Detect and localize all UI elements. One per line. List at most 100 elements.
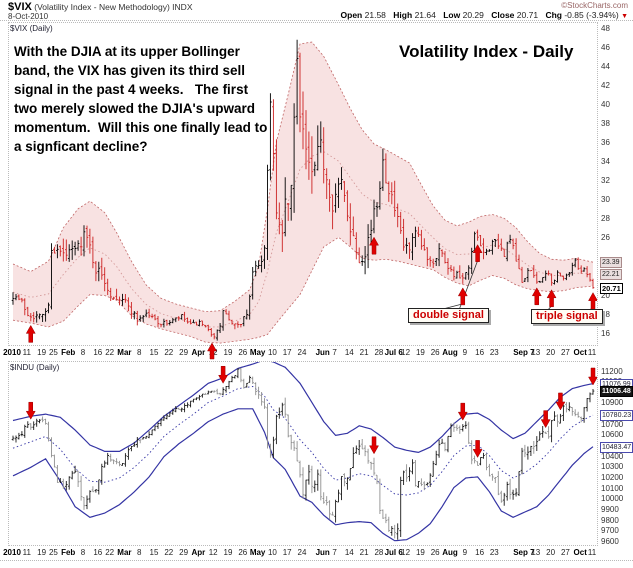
x-tick-label: 10 (267, 348, 277, 357)
indu-price-bars (11, 367, 595, 540)
y-tick-label: 10100 (601, 483, 624, 493)
x-tick-label: 25 (48, 348, 58, 357)
x-tick-label: 8 (80, 348, 86, 357)
x-tick-label: 21 (359, 548, 369, 557)
x-tick-label: Jun (315, 348, 330, 357)
x-tick-label: 22 (164, 348, 174, 357)
x-tick-label: 11 (587, 548, 597, 557)
double-signal-callout: double signal (408, 308, 489, 323)
signal-arrow-down (555, 392, 566, 411)
x-tick-label: 11 (22, 548, 31, 557)
x-tick-label: 17 (282, 548, 292, 557)
vix-chart-panel (8, 22, 598, 346)
open-label: Open (340, 10, 363, 20)
sell-signal-arrow (457, 287, 468, 306)
x-tick-label: 22 (105, 548, 115, 557)
indu-y-axis: 1120011100109001070010600104001030010200… (600, 362, 633, 546)
x-tick-label: 15 (149, 348, 159, 357)
signal-arrow-down (472, 440, 483, 458)
x-tick-label: 25 (48, 548, 58, 557)
x-tick-label: 2010 (3, 348, 21, 357)
x-tick-label: 16 (93, 548, 103, 557)
bollinger-upper-band (12, 41, 594, 313)
x-tick-label: 10 (267, 548, 277, 557)
y-tick-label: 38 (601, 119, 610, 128)
x-tick-label: 12 (208, 548, 218, 557)
indu-x-axis: 2010 11 19 25 Feb 8 16 22 Mar 8 15 22 29 Apr 12 19 26 May… (3, 547, 598, 560)
sell-signal-arrow (369, 236, 379, 255)
x-tick-label: 28 (374, 348, 384, 357)
close-value: 20.71 (516, 10, 539, 20)
price-tag: 23.39 (600, 257, 622, 269)
x-tick-label: 9 (462, 348, 468, 357)
y-tick-label: 10400 (601, 451, 624, 461)
x-tick-label: Aug (442, 348, 458, 357)
bollinger-band-area (13, 42, 593, 344)
sell-signal-arrow (531, 287, 542, 306)
x-tick-label: Apr (191, 548, 206, 557)
x-tick-label: 27 (560, 348, 570, 357)
x-tick-label: 22 (164, 548, 174, 557)
x-tick-label: 29 (179, 548, 189, 557)
high-label: High (393, 10, 413, 20)
low-label: Low (443, 10, 461, 20)
y-tick-label: 44 (601, 61, 610, 71)
y-tick-label: 40 (601, 100, 610, 109)
y-tick-label: 10000 (601, 494, 624, 504)
vix-x-axis: 2010111925Feb81622Mar8152229Apr121926May… (3, 347, 598, 360)
x-tick-label: 9 (462, 548, 468, 557)
open-value: 21.58 (364, 10, 386, 20)
x-tick-label: 16 (93, 348, 103, 357)
price-tag: 10483.47 (600, 441, 633, 453)
sell-signal-arrow (25, 324, 36, 343)
x-tick-label: 26 (430, 548, 440, 557)
y-tick-label: 36 (601, 138, 610, 148)
price-tag: 22.21 (600, 268, 622, 280)
vix-y-axis: 48 46 44 42 40 38 36 34 32 30 28 26 20 18 16 23.39 22.21… (600, 23, 633, 345)
x-tick-label: 26 (238, 548, 248, 557)
vix-panel-label: $VIX (Daily) (10, 24, 53, 33)
bollinger-upper-band (12, 362, 594, 454)
x-tick-label: 13 (531, 348, 541, 357)
down-triangle-icon: ▼ (621, 13, 628, 20)
x-tick-label: 13 (531, 548, 541, 557)
price-tag: 11006.48 (600, 386, 633, 398)
y-tick-label: 10200 (601, 472, 624, 482)
chg-label: Chg (545, 10, 562, 20)
symbol-header: $VIX (Volatility Index - New Methodology… (8, 1, 193, 13)
x-tick-label: 19 (223, 348, 233, 357)
x-tick-label: 11 (22, 348, 31, 357)
x-tick-label: Aug (442, 548, 458, 557)
x-tick-label: 23 (489, 348, 499, 357)
sell-signal-arrow (546, 289, 557, 308)
x-tick-label: 19 (223, 548, 233, 557)
indu-chart-panel (8, 361, 598, 546)
signal-arrow-down (457, 402, 468, 421)
x-tick-label: 14 (344, 348, 354, 357)
x-tick-label: 12 (401, 548, 411, 557)
y-tick-label: 9900 (601, 504, 619, 514)
sell-signal-arrow (588, 292, 597, 310)
ohlc-quote-line: Open 21.58 High 21.64 Low 20.29 Close 20… (336, 10, 628, 20)
x-tick-label: 17 (282, 348, 292, 357)
y-tick-label: 32 (601, 176, 610, 186)
header-separator (0, 20, 633, 21)
x-tick-label: 24 (297, 548, 307, 557)
vix-price-bars (11, 39, 595, 341)
y-tick-label: 16 (601, 328, 610, 338)
x-tick-label: 16 (475, 348, 485, 357)
x-tick-label: 2010 (3, 548, 21, 557)
y-tick-label: 10300 (601, 462, 624, 472)
x-tick-label: Oct (573, 548, 587, 557)
y-tick-label: 28 (601, 214, 610, 224)
x-tick-label: 8 (136, 348, 142, 357)
x-tick-label: 28 (374, 548, 384, 557)
x-tick-label: 15 (149, 548, 159, 557)
y-tick-label: 26 (601, 233, 610, 243)
x-tick-label: 20 (546, 548, 556, 557)
price-tag: 10780.23 (600, 410, 633, 422)
x-tick-label: 23 (489, 548, 499, 557)
y-tick-label: 18 (601, 309, 610, 319)
chart-date: 8-Oct-2010 (8, 12, 49, 21)
x-tick-label: 12 (401, 348, 411, 357)
